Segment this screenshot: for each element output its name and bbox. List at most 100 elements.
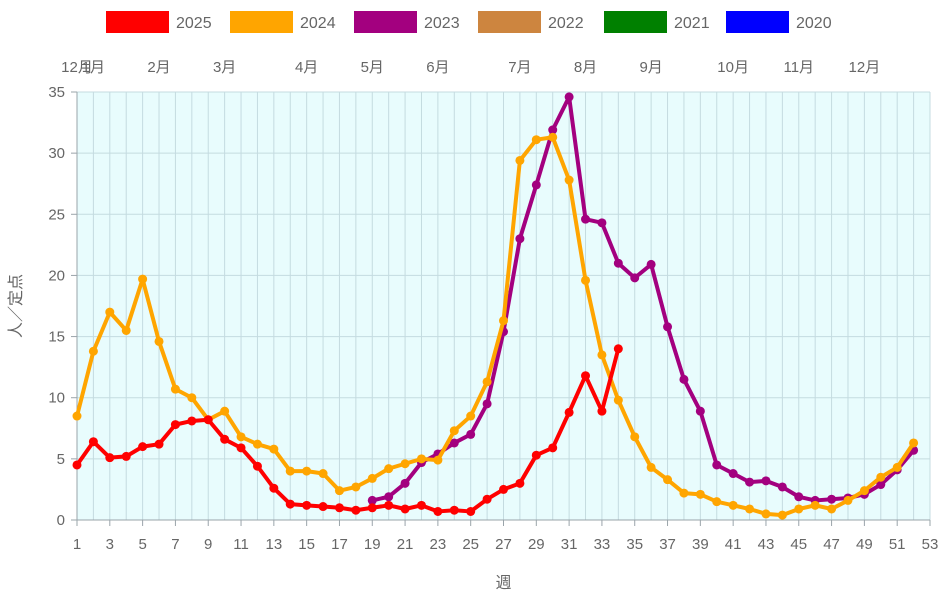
- data-point[interactable]: [581, 371, 591, 381]
- data-point[interactable]: [695, 489, 705, 499]
- data-point[interactable]: [466, 506, 476, 516]
- data-point[interactable]: [482, 399, 492, 409]
- data-point[interactable]: [285, 466, 295, 476]
- data-point[interactable]: [367, 495, 377, 505]
- data-point[interactable]: [334, 486, 344, 496]
- data-point[interactable]: [679, 488, 689, 498]
- data-point[interactable]: [597, 218, 607, 228]
- data-point[interactable]: [318, 502, 328, 512]
- data-point[interactable]: [302, 466, 312, 476]
- data-point[interactable]: [663, 475, 673, 485]
- data-point[interactable]: [827, 494, 837, 504]
- data-point[interactable]: [351, 505, 361, 515]
- data-point[interactable]: [252, 439, 262, 449]
- data-point[interactable]: [728, 500, 738, 510]
- data-point[interactable]: [367, 503, 377, 513]
- data-point[interactable]: [564, 175, 574, 185]
- data-point[interactable]: [597, 406, 607, 416]
- data-point[interactable]: [351, 482, 361, 492]
- data-point[interactable]: [581, 214, 591, 224]
- data-point[interactable]: [777, 510, 787, 520]
- legend-item-2020[interactable]: 2020: [726, 11, 832, 33]
- data-point[interactable]: [892, 462, 902, 472]
- data-point[interactable]: [630, 432, 640, 442]
- data-point[interactable]: [794, 492, 804, 502]
- legend-item-2025[interactable]: 2025: [106, 11, 212, 33]
- data-point[interactable]: [827, 504, 837, 514]
- data-point[interactable]: [646, 462, 656, 472]
- data-point[interactable]: [138, 274, 148, 284]
- data-point[interactable]: [859, 486, 869, 496]
- data-point[interactable]: [170, 384, 180, 394]
- data-point[interactable]: [105, 453, 115, 463]
- data-point[interactable]: [597, 350, 607, 360]
- data-point[interactable]: [499, 316, 508, 326]
- data-point[interactable]: [252, 461, 262, 471]
- data-point[interactable]: [400, 504, 410, 514]
- data-point[interactable]: [482, 494, 492, 504]
- data-point[interactable]: [384, 492, 394, 502]
- data-point[interactable]: [761, 509, 771, 519]
- data-point[interactable]: [121, 451, 131, 461]
- data-point[interactable]: [761, 476, 771, 486]
- legend-item-2022[interactable]: 2022: [478, 11, 584, 33]
- data-point[interactable]: [466, 411, 476, 421]
- data-point[interactable]: [318, 469, 328, 479]
- data-point[interactable]: [88, 346, 98, 356]
- data-point[interactable]: [105, 307, 115, 317]
- data-point[interactable]: [449, 438, 459, 448]
- data-point[interactable]: [712, 460, 722, 470]
- data-point[interactable]: [564, 407, 574, 417]
- data-point[interactable]: [236, 432, 246, 442]
- data-point[interactable]: [663, 322, 673, 332]
- data-point[interactable]: [777, 482, 787, 492]
- data-point[interactable]: [548, 443, 558, 453]
- data-point[interactable]: [187, 416, 197, 426]
- data-point[interactable]: [170, 420, 180, 430]
- data-point[interactable]: [236, 443, 246, 453]
- data-point[interactable]: [745, 477, 755, 487]
- data-point[interactable]: [515, 478, 525, 488]
- data-point[interactable]: [515, 155, 525, 165]
- data-point[interactable]: [449, 505, 459, 515]
- data-point[interactable]: [613, 258, 623, 268]
- data-point[interactable]: [581, 275, 591, 285]
- data-point[interactable]: [745, 504, 755, 514]
- data-point[interactable]: [531, 180, 541, 190]
- data-point[interactable]: [466, 429, 476, 439]
- data-point[interactable]: [548, 125, 558, 135]
- data-point[interactable]: [515, 234, 525, 244]
- data-point[interactable]: [285, 499, 295, 509]
- data-point[interactable]: [384, 500, 394, 510]
- data-point[interactable]: [72, 460, 82, 470]
- data-point[interactable]: [679, 374, 689, 384]
- data-point[interactable]: [630, 273, 640, 283]
- data-point[interactable]: [269, 444, 279, 454]
- data-point[interactable]: [416, 454, 426, 464]
- data-point[interactable]: [154, 439, 164, 449]
- data-point[interactable]: [548, 132, 558, 142]
- data-point[interactable]: [220, 434, 230, 444]
- data-point[interactable]: [88, 437, 98, 447]
- data-point[interactable]: [384, 464, 394, 474]
- data-point[interactable]: [72, 411, 82, 421]
- data-point[interactable]: [531, 450, 541, 460]
- data-point[interactable]: [482, 377, 492, 387]
- data-point[interactable]: [843, 495, 853, 505]
- data-point[interactable]: [154, 336, 164, 346]
- data-point[interactable]: [876, 472, 886, 482]
- data-point[interactable]: [334, 503, 344, 513]
- data-point[interactable]: [712, 497, 722, 507]
- data-point[interactable]: [416, 500, 426, 510]
- data-point[interactable]: [876, 480, 886, 490]
- data-point[interactable]: [302, 500, 312, 510]
- data-point[interactable]: [728, 469, 738, 479]
- legend-item-2023[interactable]: 2023: [354, 11, 460, 33]
- data-point[interactable]: [449, 426, 459, 436]
- data-point[interactable]: [121, 325, 131, 335]
- data-point[interactable]: [794, 504, 804, 514]
- data-point[interactable]: [646, 259, 656, 269]
- data-point[interactable]: [499, 484, 508, 494]
- data-point[interactable]: [367, 473, 377, 483]
- data-point[interactable]: [203, 415, 213, 425]
